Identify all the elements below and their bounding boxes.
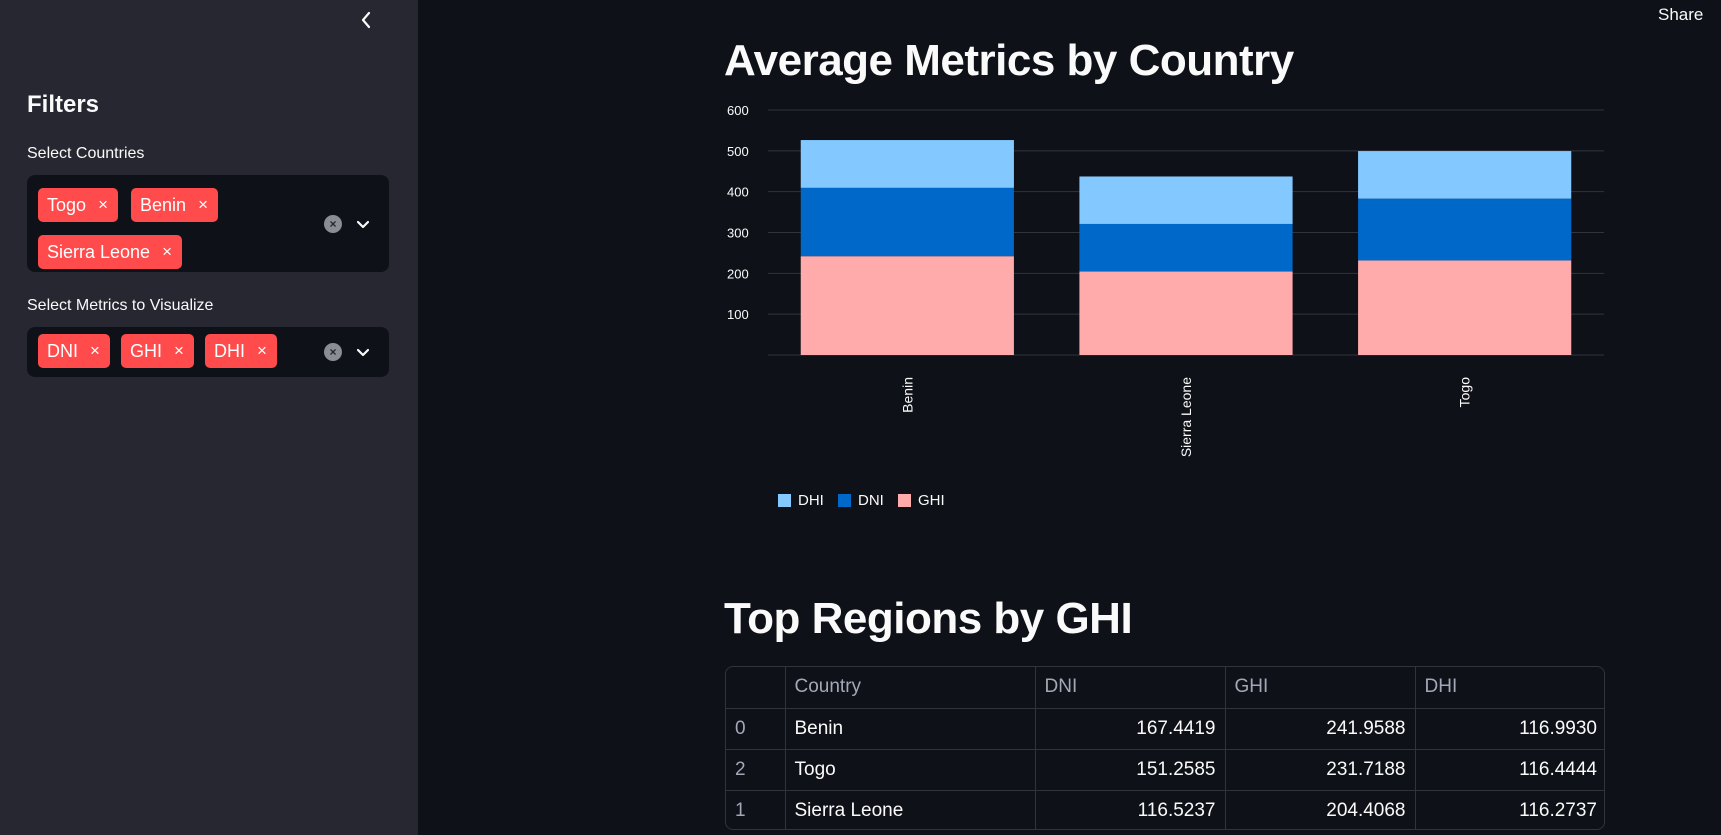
- bar-segment-dhi: [800, 140, 1014, 188]
- cell-dhi: 116.4444: [1415, 749, 1604, 791]
- remove-tag-icon[interactable]: ×: [198, 195, 209, 214]
- cell-ghi: 231.7188: [1225, 749, 1416, 791]
- table-header-row: Country DNI GHI DHI: [726, 667, 1604, 709]
- column-header[interactable]: DNI: [1035, 667, 1226, 709]
- legend-swatch: [898, 494, 911, 507]
- row-index: 1: [726, 790, 786, 829]
- bar-segment-dni: [1358, 198, 1572, 261]
- metric-tag[interactable]: DNI ×: [38, 334, 110, 368]
- column-header[interactable]: GHI: [1225, 667, 1416, 709]
- remove-tag-icon[interactable]: ×: [98, 195, 109, 214]
- country-tag[interactable]: Benin ×: [131, 188, 219, 222]
- y-tick-label: 100: [727, 307, 749, 322]
- bar-segment-dni: [1079, 223, 1293, 272]
- country-tag[interactable]: Togo ×: [38, 188, 119, 222]
- metric-tag[interactable]: DHI ×: [205, 334, 277, 368]
- countries-label: Select Countries: [27, 145, 145, 162]
- chevron-left-icon: [361, 11, 371, 29]
- countries-multiselect[interactable]: Togo × Benin × Sierra Leone × ×: [27, 175, 389, 272]
- cell-dhi: 116.9930: [1415, 708, 1604, 750]
- metrics-multiselect[interactable]: DNI × GHI × DHI × ×: [27, 327, 389, 377]
- collapse-sidebar-button[interactable]: [353, 6, 379, 34]
- remove-tag-icon[interactable]: ×: [90, 341, 100, 360]
- y-tick-label: 400: [727, 185, 749, 200]
- x-tick-label: Sierra Leone: [1178, 377, 1194, 457]
- bar-segment-dni: [800, 187, 1014, 257]
- clear-countries-icon[interactable]: ×: [324, 215, 342, 233]
- column-header[interactable]: Country: [785, 667, 1036, 709]
- chevron-down-icon[interactable]: [353, 214, 373, 234]
- y-tick-label: 500: [727, 144, 749, 159]
- table-row[interactable]: 2 Togo 151.2585 231.7188 116.4444: [726, 749, 1604, 791]
- bar-segment-ghi: [800, 256, 1014, 355]
- chart-title: Average Metrics by Country: [724, 36, 1294, 85]
- cell-dni: 116.5237: [1035, 790, 1226, 829]
- bar-segment-ghi: [1079, 271, 1293, 355]
- y-tick-label: 600: [727, 103, 749, 118]
- row-index: 2: [726, 749, 786, 791]
- table-title: Top Regions by GHI: [724, 594, 1133, 643]
- row-index: 0: [726, 708, 786, 750]
- cell-dni: 151.2585: [1035, 749, 1226, 791]
- column-header[interactable]: [726, 667, 786, 709]
- clear-metrics-icon[interactable]: ×: [324, 343, 342, 361]
- cell-dni: 167.4419: [1035, 708, 1226, 750]
- table-row[interactable]: 0 Benin 167.4419 241.9588 116.9930: [726, 708, 1604, 750]
- legend-item-dhi: DHI: [778, 492, 824, 509]
- y-tick-label: 200: [727, 266, 749, 281]
- data-table[interactable]: Country DNI GHI DHI 0 Benin 167.4419 241…: [725, 666, 1605, 830]
- sidebar: Filters Select Countries Togo × Benin × …: [0, 0, 418, 835]
- column-header[interactable]: DHI: [1415, 667, 1604, 709]
- table-row[interactable]: 1 Sierra Leone 116.5237 204.4068 116.273…: [726, 790, 1604, 829]
- cell-dhi: 116.2737: [1519, 799, 1597, 821]
- remove-tag-icon[interactable]: ×: [257, 341, 267, 360]
- remove-tag-icon[interactable]: ×: [162, 242, 173, 261]
- metric-tag[interactable]: GHI ×: [121, 334, 195, 368]
- x-tick-label: Benin: [899, 377, 915, 413]
- bar-segment-ghi: [1358, 260, 1572, 355]
- cell-country: Togo: [785, 749, 1036, 791]
- chevron-down-icon[interactable]: [353, 342, 373, 362]
- legend-item-ghi: GHI: [898, 492, 945, 509]
- y-tick-label: 300: [727, 226, 749, 241]
- cell-ghi: 204.4068: [1225, 790, 1416, 829]
- sidebar-heading: Filters: [27, 91, 100, 118]
- cell-ghi: 241.9588: [1225, 708, 1416, 750]
- bar-segment-dhi: [1358, 151, 1572, 199]
- cell-country: Sierra Leone: [785, 790, 1036, 829]
- legend-item-dni: DNI: [838, 492, 884, 509]
- remove-tag-icon[interactable]: ×: [174, 341, 184, 360]
- metrics-label: Select Metrics to Visualize: [27, 297, 214, 314]
- share-button[interactable]: Share: [1658, 5, 1704, 24]
- legend-swatch: [838, 494, 851, 507]
- bar-segment-dhi: [1079, 176, 1293, 224]
- cell-country: Benin: [785, 708, 1036, 750]
- country-tag[interactable]: Sierra Leone ×: [38, 235, 183, 269]
- x-tick-label: Togo: [1457, 377, 1473, 408]
- legend-swatch: [778, 494, 791, 507]
- stacked-bar-chart: 100 200 300 400 500 600 Benin Sierra Leone Togo: [727, 103, 1604, 457]
